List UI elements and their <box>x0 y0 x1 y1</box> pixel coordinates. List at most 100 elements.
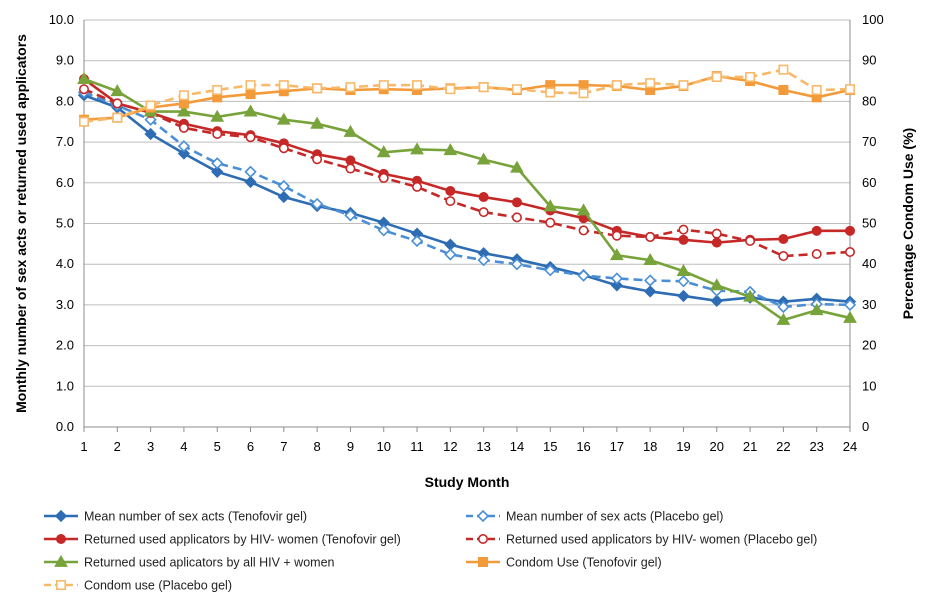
x-tick-label: 3 <box>147 439 154 454</box>
left-y-tick-label: 6.0 <box>56 175 74 190</box>
legend-item: Mean number of sex acts (Placebo gel) <box>466 510 723 524</box>
legend-item: Condom Use (Tenofovir gel) <box>466 556 662 570</box>
x-tick-label: 14 <box>510 439 524 454</box>
right-y-tick-label: 100 <box>862 12 884 27</box>
data-point <box>412 181 423 192</box>
x-tick-label: 7 <box>280 439 287 454</box>
legend-label: Condom use (Placebo gel) <box>84 579 232 593</box>
legend-label: Condom Use (Tenofovir gel) <box>506 556 662 570</box>
data-point <box>345 155 356 166</box>
data-point <box>645 78 656 89</box>
data-point <box>577 269 590 282</box>
data-point <box>578 225 589 236</box>
data-point <box>177 147 191 160</box>
legend: Mean number of sex acts (Tenofovir gel) M… <box>44 510 817 593</box>
data-point <box>312 154 323 165</box>
x-tick-label: 16 <box>576 439 590 454</box>
data-point <box>443 143 458 156</box>
x-tick-label: 24 <box>843 439 857 454</box>
legend-label: Mean number of sex acts (Placebo gel) <box>506 510 723 524</box>
data-point <box>343 124 358 137</box>
data-point <box>511 212 522 223</box>
series-condom-use-tenofovir-gel <box>79 71 855 125</box>
data-point <box>477 253 490 267</box>
data-point <box>778 233 789 244</box>
data-point <box>578 88 589 99</box>
data-point <box>112 112 123 123</box>
data-point <box>545 217 556 228</box>
data-point <box>478 207 489 218</box>
data-point <box>478 82 489 93</box>
data-point <box>776 312 791 325</box>
data-point <box>177 104 191 117</box>
data-point <box>811 249 822 260</box>
data-point <box>210 109 225 122</box>
data-point <box>178 122 189 133</box>
data-point <box>278 80 289 91</box>
data-point <box>678 224 689 235</box>
series-condom-use-placebo-gel <box>79 64 855 127</box>
left-y-tick-label: 8.0 <box>56 93 74 108</box>
data-point <box>711 71 722 82</box>
legend-label: Returned used applicators by HIV- women … <box>506 533 817 547</box>
x-tick-label: 17 <box>610 439 624 454</box>
x-tick-label: 1 <box>80 439 87 454</box>
data-point <box>611 230 622 241</box>
data-point <box>177 140 191 153</box>
series-mean-number-of-sex-acts-placebo-gel <box>77 86 857 314</box>
data-point <box>745 236 756 247</box>
legend-item: Returned used aplicators by all HIV + wo… <box>44 554 335 570</box>
legend-swatch-marker <box>477 533 488 544</box>
legend-swatch-marker <box>55 579 66 590</box>
legend-item: Mean number of sex acts (Tenofovir gel) <box>44 510 307 524</box>
series-line <box>83 68 851 124</box>
data-point <box>277 190 290 204</box>
x-tick-label: 6 <box>247 439 254 454</box>
x-tick-label: 19 <box>676 439 690 454</box>
data-point <box>610 279 624 292</box>
left-y-tick-label: 2.0 <box>56 338 74 353</box>
series-line <box>83 77 850 244</box>
left-y-axis-ticks: 0.0 1.0 2.0 3.0 4.0 5.0 6.0 7.0 8.0 9.0 10.0 <box>49 12 74 434</box>
data-point <box>677 289 690 303</box>
data-point <box>445 196 456 207</box>
data-point <box>778 251 789 262</box>
data-point <box>79 116 90 127</box>
data-point <box>809 303 824 316</box>
data-point <box>709 278 724 291</box>
left-y-tick-label: 7.0 <box>56 134 74 149</box>
data-point <box>278 143 289 154</box>
series-group <box>77 64 857 325</box>
data-point <box>476 152 491 165</box>
x-tick-label: 18 <box>643 439 657 454</box>
data-point <box>544 264 557 277</box>
x-tick-label: 13 <box>476 439 490 454</box>
legend-item: Returned used applicators by HIV- women … <box>466 533 817 547</box>
data-point <box>310 116 325 129</box>
left-y-tick-label: 3.0 <box>56 297 74 312</box>
legend-swatch-marker <box>476 509 490 523</box>
data-point <box>611 80 622 91</box>
data-point <box>178 90 189 101</box>
x-tick-label: 22 <box>776 439 790 454</box>
data-point <box>644 285 657 298</box>
data-point <box>212 85 223 96</box>
data-point <box>644 274 657 287</box>
data-point <box>79 84 90 95</box>
data-point <box>344 209 357 222</box>
data-point <box>843 310 857 323</box>
data-point <box>110 84 125 97</box>
data-point <box>676 264 691 277</box>
data-point <box>145 100 156 111</box>
data-point <box>212 128 223 139</box>
data-point <box>645 231 656 242</box>
data-point <box>211 157 224 170</box>
legend-swatch-marker <box>54 509 68 523</box>
data-point <box>844 246 855 257</box>
x-tick-label: 5 <box>214 439 221 454</box>
data-point <box>743 289 757 302</box>
x-tick-label: 15 <box>543 439 557 454</box>
data-point <box>144 113 157 126</box>
data-point <box>310 197 324 211</box>
